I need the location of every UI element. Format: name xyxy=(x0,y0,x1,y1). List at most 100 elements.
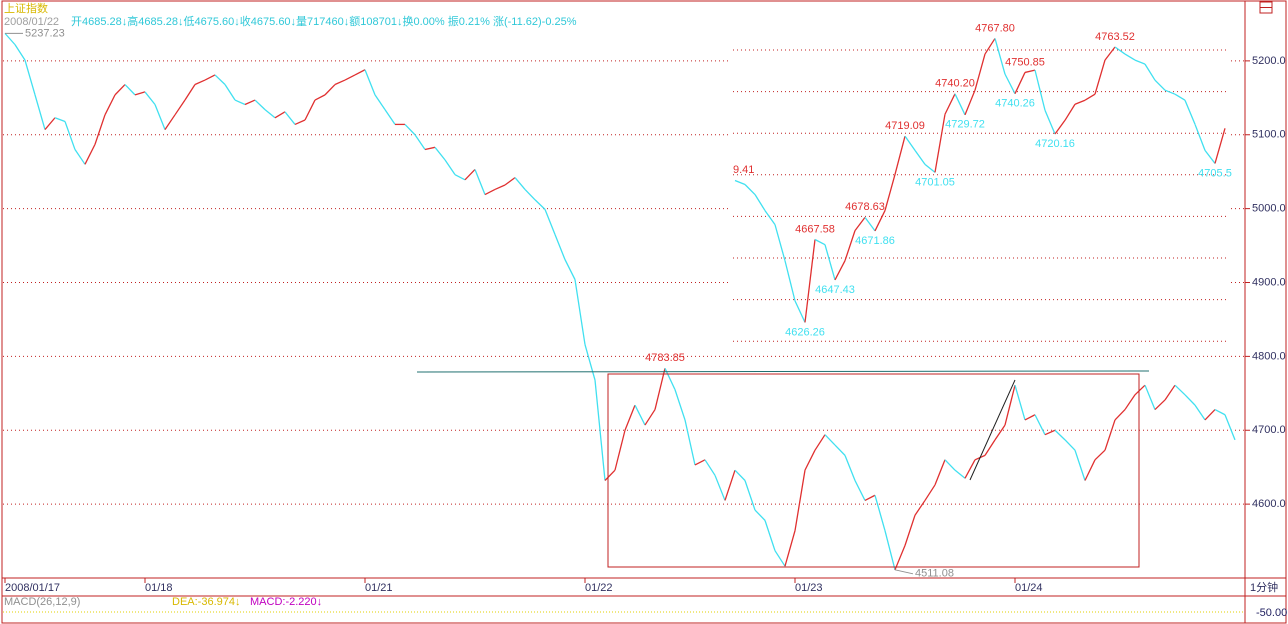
line-segment xyxy=(1214,408,1226,416)
line-segment xyxy=(84,144,96,165)
line-segment xyxy=(324,84,336,96)
line-segment xyxy=(174,99,186,116)
line-segment xyxy=(734,179,746,186)
line-segment xyxy=(804,239,816,323)
line-segment xyxy=(134,91,146,96)
line-segment xyxy=(704,459,716,476)
label-leader xyxy=(894,569,914,575)
value-label: 4740.20 xyxy=(935,78,975,90)
trend-line xyxy=(969,379,1016,481)
line-segment xyxy=(964,89,976,116)
line-segment xyxy=(294,119,306,126)
line-segment xyxy=(774,224,786,261)
value-label: 4667.58 xyxy=(795,223,835,235)
line-segment xyxy=(454,174,466,181)
line-segment xyxy=(204,74,216,81)
line-segment xyxy=(1084,459,1096,481)
line-segment xyxy=(694,459,706,466)
value-label: 4671.86 xyxy=(855,235,895,247)
line-segment xyxy=(724,469,736,501)
line-segment xyxy=(1184,99,1196,125)
line-segment xyxy=(924,484,936,501)
line-segment xyxy=(264,109,276,119)
line-segment xyxy=(834,444,846,456)
y-tick-label: 5000.0 xyxy=(1252,203,1286,215)
line-segment xyxy=(554,234,566,260)
line-segment xyxy=(644,409,656,426)
line-segment xyxy=(994,424,1006,441)
line-segment xyxy=(1104,419,1116,451)
line-segment xyxy=(964,459,976,479)
line-segment xyxy=(484,188,496,196)
line-segment xyxy=(1134,59,1146,65)
value-label: 4719.09 xyxy=(885,120,925,132)
chart-title: 上证指数 xyxy=(4,1,48,15)
line-segment xyxy=(94,114,106,145)
line-segment xyxy=(784,260,796,302)
line-segment xyxy=(314,94,326,101)
y-tick-label: 5100.0 xyxy=(1252,129,1286,141)
line-segment xyxy=(904,515,916,546)
value-label: 4511.08 xyxy=(915,568,954,580)
inset-annotation: 9.41 xyxy=(733,164,754,176)
inset-background xyxy=(731,28,1229,346)
y-tick-label: 5200.0 xyxy=(1252,55,1286,67)
line-segment xyxy=(364,69,376,96)
x-tick-label: 2008/01/17 xyxy=(5,582,60,594)
line-segment xyxy=(754,194,766,211)
line-segment xyxy=(584,344,596,381)
line-segment xyxy=(284,111,296,125)
line-segment xyxy=(114,84,126,96)
line-segment xyxy=(74,149,86,165)
line-segment xyxy=(824,434,836,446)
line-segment xyxy=(404,123,416,136)
x-tick-label: 01/24 xyxy=(1015,582,1043,594)
line-segment xyxy=(1054,429,1066,441)
line-segment xyxy=(1084,93,1096,101)
main-line xyxy=(4,32,1236,571)
line-segment xyxy=(634,404,646,426)
line-segment xyxy=(4,32,16,46)
line-segment xyxy=(924,163,936,173)
line-segment xyxy=(934,459,946,486)
line-segment xyxy=(984,38,996,55)
line-segment xyxy=(954,469,966,479)
line-segment xyxy=(1164,89,1176,95)
line-segment xyxy=(144,91,156,105)
line-segment xyxy=(1024,69,1036,74)
line-segment xyxy=(334,79,346,86)
line-segment xyxy=(794,470,806,531)
line-segment xyxy=(274,111,286,119)
line-segment xyxy=(304,99,316,121)
line-segment xyxy=(824,244,836,281)
line-segment xyxy=(344,74,356,81)
line-segment xyxy=(1124,53,1136,61)
line-segment xyxy=(614,430,626,471)
value-label: 4720.16 xyxy=(1035,138,1075,150)
line-segment xyxy=(814,434,826,451)
header-quote: 开4685.28↓高4685.28↓低4675.60↓收4675.60↓量717… xyxy=(71,14,577,28)
labels: 5237.23 4783.85 4511.08 4626.26 4667.58 4647.… xyxy=(5,22,1232,580)
line-segment xyxy=(914,150,926,165)
line-segment xyxy=(1144,63,1156,81)
line-segment xyxy=(424,146,436,151)
line-segment xyxy=(954,93,966,116)
line-segment xyxy=(534,199,546,210)
x-tick-label: 01/21 xyxy=(365,582,393,594)
value-label: 4750.85 xyxy=(1005,56,1045,68)
line-segment xyxy=(864,216,876,232)
line-segment xyxy=(874,495,886,531)
line-segment xyxy=(674,389,686,421)
line-segment xyxy=(884,530,896,570)
line-segment xyxy=(1064,439,1076,451)
line-segment xyxy=(1104,46,1116,61)
line-segment xyxy=(104,94,116,116)
line-segment xyxy=(844,230,856,261)
line-segment xyxy=(1204,149,1216,164)
line-segment xyxy=(1154,399,1166,411)
value-label: 4647.43 xyxy=(815,284,855,296)
line-segment xyxy=(624,404,636,431)
line-segment xyxy=(474,169,486,195)
value-label: 4626.26 xyxy=(785,326,825,338)
